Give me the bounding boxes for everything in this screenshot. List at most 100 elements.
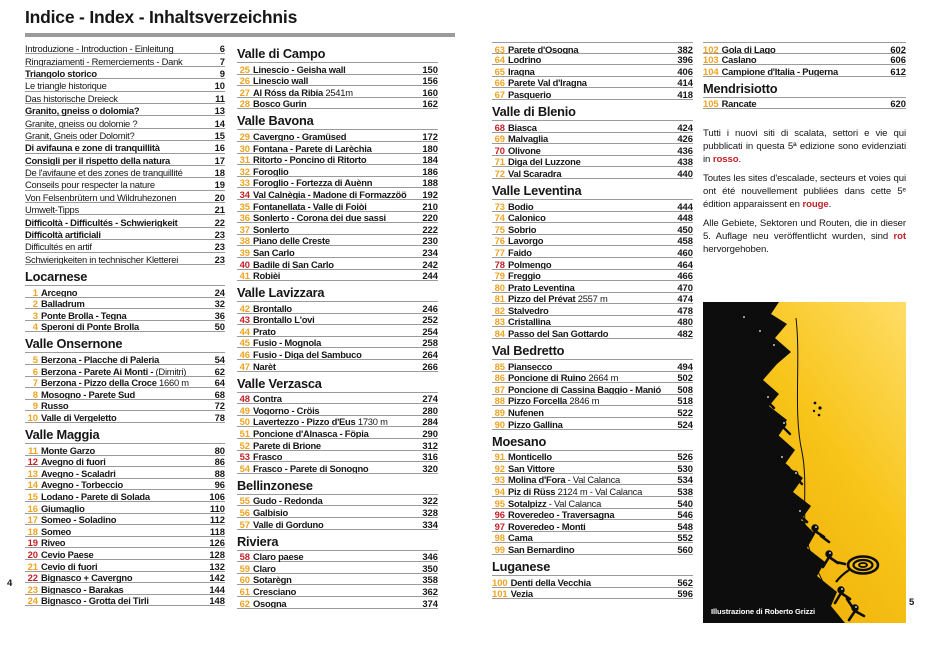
entry-page: 252 <box>422 314 438 326</box>
entry-page: 16 <box>214 142 225 154</box>
toc-section: Valle di Campo 25 Linescio - Geisha wall 15… <box>237 47 438 110</box>
entry-page: 7 <box>219 55 225 67</box>
entry-page: 15 <box>214 129 225 141</box>
entry-label: Roveredeo - Traversagna <box>508 510 615 520</box>
entry-page: 24 <box>214 286 225 298</box>
climbing-rope <box>795 317 824 583</box>
entry-page: 234 <box>422 246 438 258</box>
toc-entry: Das historische Dreieck 11 <box>25 92 225 104</box>
entry-number: 5 <box>32 354 38 365</box>
entry-page: 424 <box>677 121 693 133</box>
entry-page: 448 <box>677 212 693 224</box>
toc-entry: Ringraziamenti - Remerciements - Dank 7 <box>25 54 225 67</box>
entry-page: 210 <box>422 200 438 212</box>
entry-label: Fontana - Parete di Larèchia <box>253 143 372 153</box>
entry-label: Difficoltà artificiali <box>25 230 101 240</box>
toc-entry: 28 Bosco Gurin 162 <box>237 98 438 110</box>
entry-number: 94 <box>494 486 505 497</box>
entry-number: 74 <box>494 212 505 224</box>
entry-number: 46 <box>239 349 250 361</box>
toc-section: Valle Leventina 73 Bodio 444 74 Calonico 448 75… <box>492 184 693 340</box>
entry-number: 20 <box>27 548 38 560</box>
toc-section: Valle Bavona 29 Cavergno - Gramüsed 172 30 Fo… <box>237 114 438 282</box>
toc-section: Luganese 100 Denti della Vecchia 562 101 Vezi… <box>492 560 693 600</box>
toc-entry: 51 Poncione d'Alnasca - Föpia 290 <box>237 427 438 440</box>
entry-label: Poncione di Ruino 2664 m <box>508 373 619 383</box>
toc-entry: 88 Pizzo Forcella 2846 m 518 <box>492 395 693 407</box>
entry-label: Avegno - Scaladri <box>41 468 116 479</box>
entry-number: 65 <box>494 65 505 77</box>
entry-page: 560 <box>677 543 693 555</box>
entry-page: 11 <box>215 92 225 104</box>
entry-page: 156 <box>422 75 438 87</box>
entry-number: 14 <box>27 479 38 491</box>
entry-number: 67 <box>494 88 505 100</box>
toc-entry: 9 Russo 72 <box>25 400 225 412</box>
entry-number: 28 <box>239 98 250 110</box>
toc-entry: 33 Foroglio - Fortezza di Auènn 188 <box>237 177 438 189</box>
entry-page: 548 <box>677 520 693 532</box>
toc-entry: 30 Fontana - Parete di Larèchia 180 <box>237 142 438 154</box>
entry-page: 13 <box>214 105 225 117</box>
toc-entry: 35 Fontanellata - Valle di Foiòi 210 <box>237 200 438 212</box>
entry-label: San Bernardino <box>508 544 575 555</box>
entry-page: 112 <box>209 514 225 526</box>
toc-entry: 46 Fusio - Diga del Sambuco 264 <box>237 348 438 361</box>
toc-entry: 16 Giumaglio 110 <box>25 502 225 514</box>
toc-entry: 50 Lavertezzo - Pizzo d'Eus 1730 m 284 <box>237 416 438 428</box>
entry-label: Di avifauna e zone di tranquillità <box>25 143 160 153</box>
toc-entry: 105 Rancate 620 <box>703 98 906 110</box>
entry-label: Fontanellata - Valle di Foiòi <box>253 201 367 211</box>
toc-entry: 7 Berzona - Pizzo della Croce 1660 m 64 <box>25 377 225 389</box>
entry-page: 396 <box>677 54 693 66</box>
toc-entry: 54 Frasco - Parete di Sonogno 320 <box>237 462 438 474</box>
toc-entry: 75 Sobrio 450 <box>492 223 693 235</box>
entry-note: 2664 m <box>588 373 619 383</box>
entry-label: Denti della Vecchia <box>510 577 591 587</box>
toc-entry: 37 Sonlerto 222 <box>237 223 438 235</box>
entry-page: 62 <box>214 365 225 377</box>
entry-label: Avegno - Torbeccio <box>41 480 123 490</box>
entry-number: 83 <box>494 316 505 328</box>
entry-page: 530 <box>677 462 693 474</box>
entry-page: 32 <box>214 298 225 310</box>
entry-label: Molina d'Fora - Val Calanca <box>508 475 621 485</box>
toc-entry: 56 Galbisio 328 <box>237 506 438 518</box>
section-heading: Valle Leventina <box>492 184 693 200</box>
entry-note: 2541m <box>325 87 353 98</box>
entry-note: 2557 m <box>577 294 608 304</box>
entry-number: 101 <box>492 588 508 600</box>
entry-label: Rancate <box>721 99 757 109</box>
entry-label: Olivone <box>508 145 541 156</box>
entry-number: 78 <box>494 258 505 270</box>
entry-page: 474 <box>677 293 693 305</box>
toc-entry: 71 Diga del Luzzone 438 <box>492 156 693 168</box>
toc-entry: 5 Berzona - Placche di Paleria 54 <box>25 353 225 365</box>
entry-page: 328 <box>422 507 438 518</box>
entry-number: 102 <box>703 43 719 55</box>
entry-page: 466 <box>677 270 693 282</box>
entry-number: 64 <box>494 54 505 66</box>
title-divider <box>25 33 455 37</box>
entry-page: 274 <box>422 393 438 405</box>
toc-entry: 89 Nufenen 522 <box>492 406 693 419</box>
entry-number: 11 <box>28 444 38 456</box>
edition-note-text: . <box>738 154 742 166</box>
entry-page: 418 <box>677 88 693 100</box>
toc-section: Val Bedretto 85 Piansecco 494 86 Poncione di … <box>492 344 693 430</box>
entry-page: 246 <box>422 302 438 314</box>
toc-entry: 73 Bodio 444 <box>492 200 693 212</box>
edition-note-text: hervorgehoben. <box>703 243 769 255</box>
entry-page: 132 <box>209 560 225 572</box>
entry-page: 180 <box>422 142 438 154</box>
entry-label: Poncione di Cassina Baggio - Manió <box>508 384 661 395</box>
entry-label: Val Scaradra <box>508 168 562 179</box>
entry-label: Ponte Brolla - Tegna <box>41 310 127 321</box>
entry-label: Sonlerto <box>253 224 290 235</box>
toc-entry: 23 Bignasco - Barakas 144 <box>25 583 225 595</box>
toc-entry: 95 Sotalpizz - Val Calanca 540 <box>492 497 693 509</box>
entry-number: 75 <box>494 223 505 235</box>
toc-entry: 31 Ritorto - Poncino di Ritorto 184 <box>237 154 438 166</box>
entry-number: 4 <box>32 321 38 333</box>
entry-number: 55 <box>239 495 250 507</box>
